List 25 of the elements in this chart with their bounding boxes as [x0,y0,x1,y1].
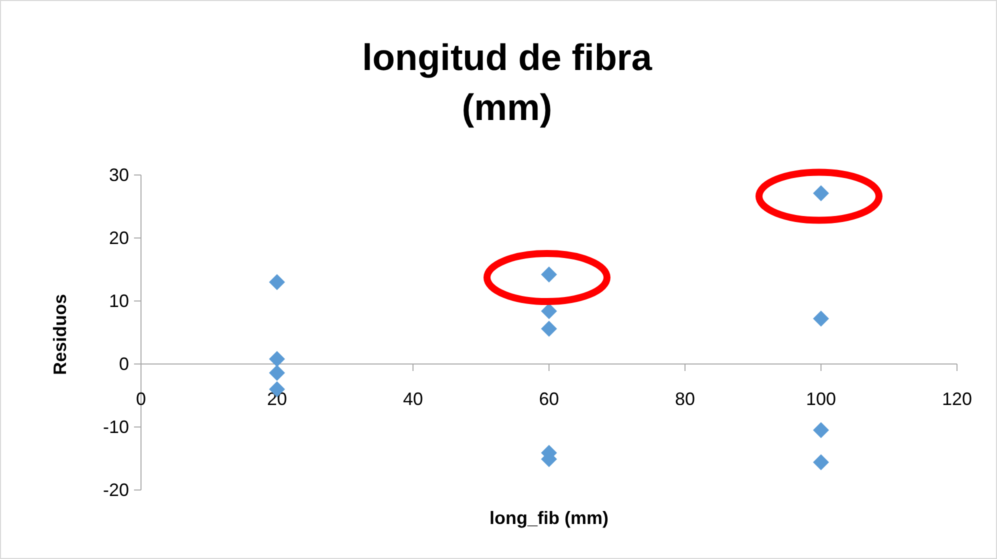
point [813,310,829,327]
point [269,364,285,381]
x-tick-label: 120 [942,389,972,409]
point [541,303,557,320]
point [541,320,557,337]
x-tick-label: 60 [538,389,560,409]
x-tick-label: 100 [806,389,836,409]
point [813,454,829,470]
point [813,185,829,202]
y-tick-label: 30 [108,165,129,185]
point [269,274,285,290]
point [813,422,829,438]
x-tick-label: 0 [136,389,146,409]
y-tick-label: 20 [108,228,129,248]
point [269,350,285,367]
y-tick-label: -20 [102,480,129,500]
y-tick-label: 0 [118,354,129,374]
chart-title: longitud de fibra (mm) [362,37,652,128]
point [541,266,557,283]
x-tick-label: 80 [674,389,696,409]
y-tick-label: -10 [102,417,129,437]
y-tick-label: 10 [108,291,129,311]
x-axis-title: long_fib (mm) [490,508,608,528]
y-axis-title: Residuos [50,294,70,376]
x-tick-label: 40 [402,389,424,409]
